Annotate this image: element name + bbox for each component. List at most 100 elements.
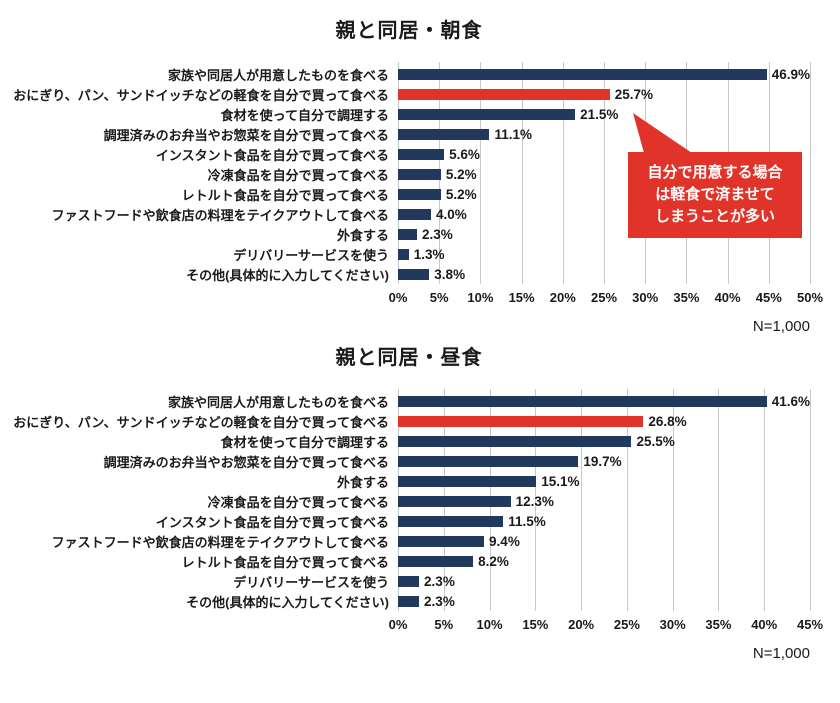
category-label: 調理済みのお弁当やお惣菜を自分で買って食べる (103, 127, 389, 143)
bar (398, 108, 576, 120)
value-label: 41.6% (771, 393, 810, 409)
category-label: 家族や同居人が用意したものを食べる (167, 67, 389, 83)
bar-highlighted (398, 415, 644, 427)
bar-row: 家族や同居人が用意したものを食べる 46.9% (8, 64, 810, 84)
chart-title-breakfast: 親と同居・朝食 (335, 20, 483, 42)
category-label: レトルト食品を自分で買って食べる (181, 554, 389, 570)
axis-tick-label: 50% (796, 290, 824, 305)
bar-track: 11.5% (398, 511, 810, 531)
axis-tick-label: 40% (751, 617, 778, 632)
bar-row: 食材を使って自分で調理する 21.5% (8, 104, 810, 124)
gridline (480, 62, 482, 284)
value-label: 5.2% (445, 166, 477, 182)
category-label: 食材を使って自分で調理する (220, 434, 389, 450)
value-label: 11.5% (508, 513, 546, 529)
category-label: インスタント食品を自分で買って食べる (155, 514, 389, 530)
bar-row: 冷凍食品を自分で買って食べる 5.2% (8, 164, 810, 184)
bar (398, 475, 537, 487)
gridline (764, 389, 766, 611)
bar-rows: 家族や同居人が用意したものを食べる 41.6% おにぎり、パン、サンドイッチなどの軽… (8, 391, 810, 611)
bar (398, 595, 420, 607)
bar-row: おにぎり、パン、サンドイッチなどの軽食を自分で買って食べる 25.7% (8, 84, 810, 104)
callout-arrow-icon (633, 113, 692, 153)
plot-area-breakfast: 家族や同居人が用意したものを食べる 46.9% おにぎり、パン、サンドイッチなどの軽… (8, 62, 823, 310)
value-label: 9.4% (489, 533, 520, 549)
bar-rows: 家族や同居人が用意したものを食べる 46.9% おにぎり、パン、サンドイッチなどの軽… (8, 64, 810, 284)
sample-size-label: N=1,000 (752, 318, 810, 335)
plot-area-lunch: 家族や同居人が用意したものを食べる 41.6% おにぎり、パン、サンドイッチなどの軽… (8, 389, 823, 637)
value-label: 46.9% (771, 66, 810, 82)
bar (398, 268, 430, 280)
axis-tick-label: 0% (388, 617, 408, 632)
bar-track: 3.8% (398, 264, 810, 284)
bar-row: ファストフードや飲食店の料理をテイクアウトして食べる 4.0% (8, 204, 810, 224)
x-axis: 0% 5% 10% 15% 20% 25% 30% 35% 40% 45% 50% (389, 284, 823, 310)
bar-track: 11.1% (398, 124, 810, 144)
bar-track: 9.4% (398, 531, 810, 551)
axis-tick-label: 5% (429, 290, 449, 305)
chart-title-lunch: 親と同居・昼食 (335, 347, 483, 369)
category-label: ファストフードや飲食店の料理をテイクアウトして食べる (51, 534, 389, 550)
bar-row: その他(具体的に入力してください) 3.8% (8, 264, 810, 284)
axis-tick-label: 15% (522, 617, 549, 632)
gridline (626, 389, 628, 611)
value-label: 3.8% (434, 266, 466, 282)
axis-tick-label: 35% (705, 617, 732, 632)
category-label: デリバリーサービスを使う (233, 574, 389, 590)
value-label: 5.2% (445, 186, 477, 202)
axis-tick-label: 30% (659, 617, 686, 632)
x-axis: 0% 5% 10% 15% 20% 25% 30% 35% 40% 45% (389, 611, 823, 637)
bar-track: 2.3% (398, 224, 810, 244)
bar-track: 2.3% (398, 591, 810, 611)
category-label: 調理済みのお弁当やお惣菜を自分で買って食べる (103, 454, 389, 470)
callout-text-line: しまうことが多い (654, 208, 775, 225)
bar (398, 68, 767, 80)
bar-row: 食材を使って自分で調理する 25.5% (8, 431, 810, 451)
bar-row: おにぎり、パン、サンドイッチなどの軽食を自分で買って食べる 26.8% (8, 411, 810, 431)
axis-tick-label: 10% (467, 290, 494, 305)
bar-row: 冷凍食品を自分で買って食べる 12.3% (8, 491, 810, 511)
bar (398, 555, 474, 567)
bar (398, 395, 767, 407)
axis-tick-label: 45% (755, 290, 782, 305)
axis-tick-label: 20% (549, 290, 576, 305)
category-label: 食材を使って自分で調理する (220, 107, 389, 123)
axis-tick-label: 40% (714, 290, 741, 305)
value-label: 2.3% (424, 593, 455, 609)
axis-tick-label: 10% (476, 617, 503, 632)
gridline (562, 62, 564, 284)
value-label: 4.0% (435, 206, 467, 222)
category-label: 家族や同居人が用意したものを食べる (167, 394, 389, 410)
bar-row: 調理済みのお弁当やお惣菜を自分で買って食べる 19.7% (8, 451, 810, 471)
value-label: 2.3% (421, 226, 453, 242)
bar (398, 208, 431, 220)
bar-track: 12.3% (398, 491, 810, 511)
gridline (718, 389, 720, 611)
bar-row: 外食する 2.3% (8, 224, 810, 244)
axis-tick-label: 25% (590, 290, 618, 305)
category-label: その他(具体的に入力してください) (186, 267, 389, 283)
bar (398, 515, 504, 527)
gridline (672, 389, 674, 611)
bar-highlighted (398, 88, 610, 100)
bar (398, 455, 579, 467)
bar (398, 168, 441, 180)
bar (398, 435, 632, 447)
bar (398, 128, 490, 140)
bar-track: 1.3% (398, 244, 810, 264)
bar (398, 188, 441, 200)
bar-row: 家族や同居人が用意したものを食べる 41.6% (8, 391, 810, 411)
category-label: ファストフードや飲食店の料理をテイクアウトして食べる (51, 207, 389, 223)
callout-text-line: は軽食で済ませて (655, 186, 775, 203)
value-label: 21.5% (580, 106, 619, 122)
bar-row: レトルト食品を自分で買って食べる 5.2% (8, 184, 810, 204)
bar-track: 5.2% (398, 184, 810, 204)
bar-track: 4.0% (398, 204, 810, 224)
gridline (521, 62, 523, 284)
callout: 自分で用意する場合 は軽食で済ませて しまうことが多い (628, 113, 802, 238)
value-label: 11.1% (494, 126, 532, 142)
category-label: レトルト食品を自分で買って食べる (181, 187, 389, 203)
category-label: インスタント食品を自分で買って食べる (155, 147, 389, 163)
bar-row: インスタント食品を自分で買って食べる 11.5% (8, 511, 810, 531)
